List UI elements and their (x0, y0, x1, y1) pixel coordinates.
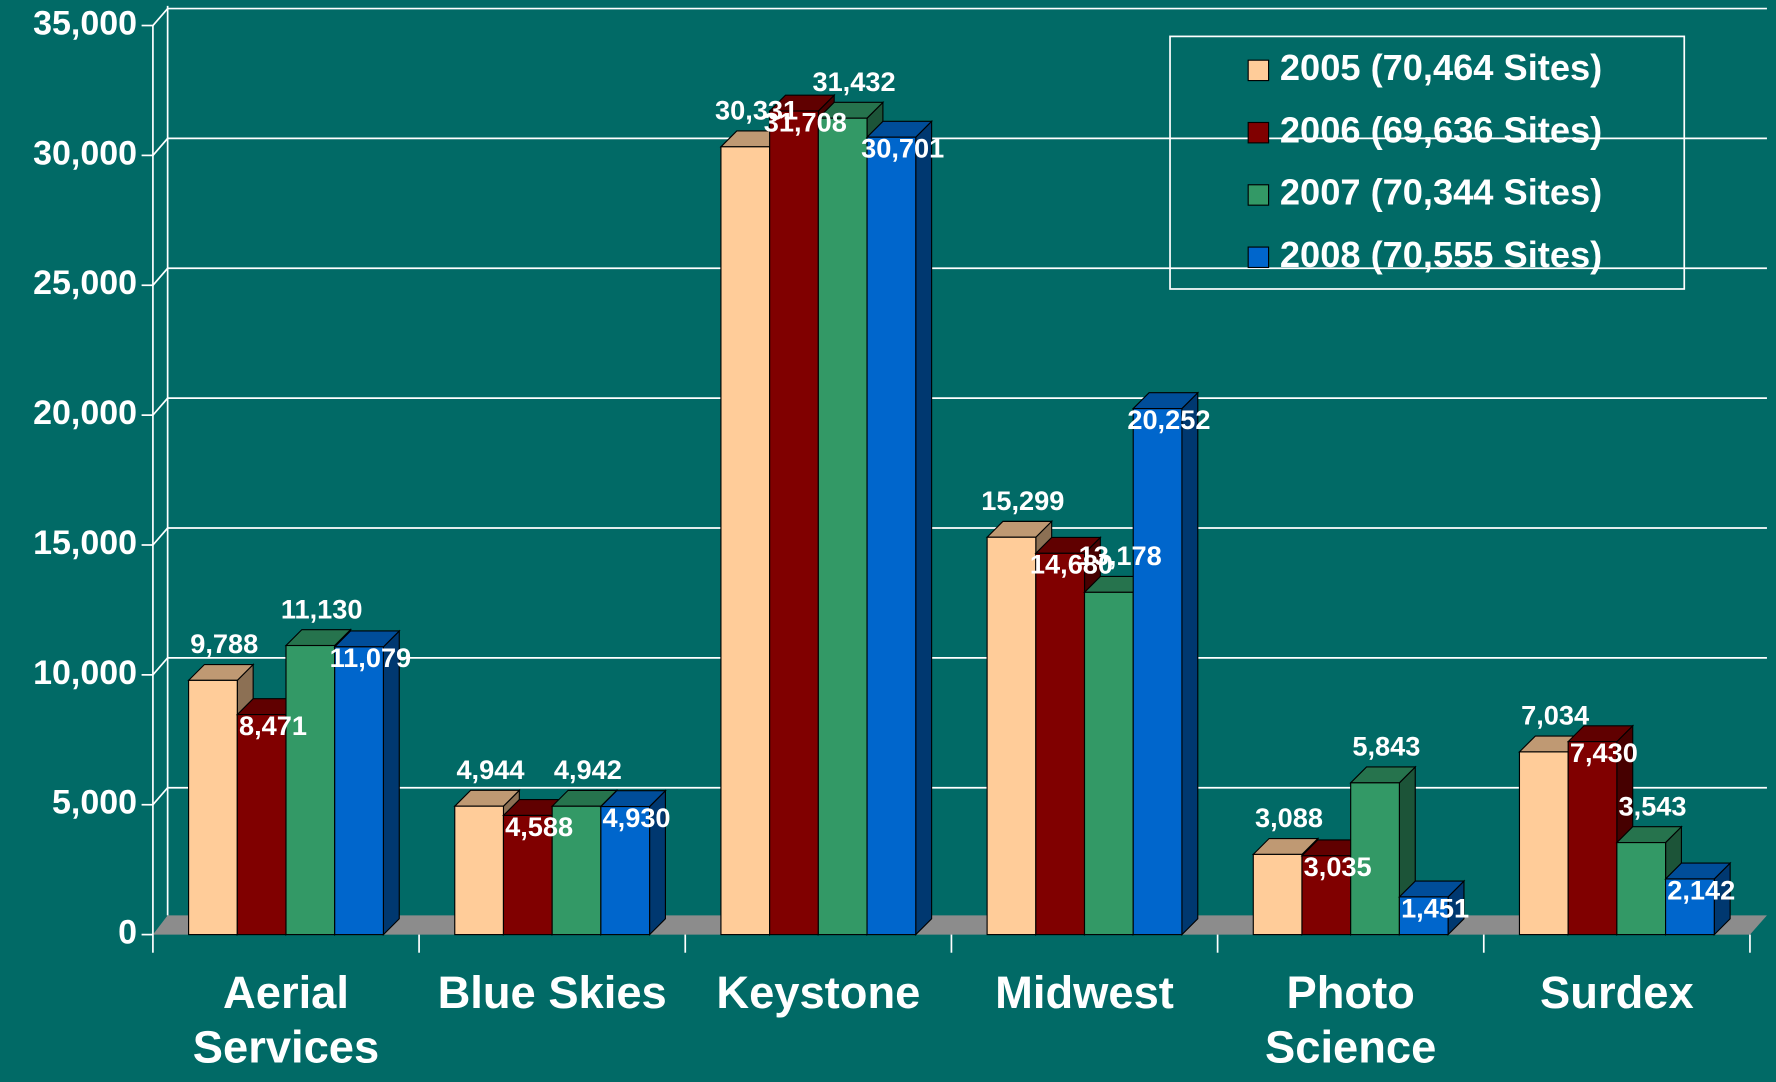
value-label: 3,543 (1619, 790, 1687, 821)
x-tick-label-box: Photo Science (1265, 968, 1437, 1073)
legend-swatch (1247, 121, 1270, 144)
bar (817, 117, 868, 936)
value-label: 11,130 (281, 593, 363, 624)
value-label: 4,944 (456, 754, 524, 785)
y-tick-label: 35,000 (33, 4, 137, 42)
y-tick-label: 10,000 (33, 654, 137, 692)
bar (866, 136, 917, 936)
value-label: 31,708 (764, 106, 847, 137)
x-tick-label: Keystone (716, 968, 921, 1019)
bar-side (915, 119, 933, 936)
x-tick-label-box: Surdex (1540, 968, 1694, 1019)
value-label: 30,701 (861, 133, 944, 164)
bar (1132, 408, 1183, 936)
value-label: 4,588 (505, 811, 573, 842)
x-tick-label-box: Midwest (995, 968, 1174, 1019)
bar (1035, 552, 1086, 936)
bar (551, 805, 602, 936)
value-label: 1,451 (1401, 892, 1469, 923)
y-tick-label: 15,000 (33, 524, 137, 562)
bar (1301, 855, 1352, 936)
legend-swatch (1247, 59, 1270, 82)
value-label: 13,178 (1079, 540, 1162, 571)
bar (1252, 853, 1303, 936)
x-tick-label: Aerial Services (192, 968, 380, 1073)
bar (1518, 751, 1569, 936)
value-label: 3,088 (1255, 802, 1323, 833)
x-tick-label-box: Keystone (716, 968, 921, 1019)
bar (986, 536, 1037, 936)
bar-side (382, 629, 400, 936)
value-label: 2,142 (1667, 874, 1735, 905)
legend-label: 2005 (70,464 Sites) (1280, 47, 1602, 88)
y-tick-label: 30,000 (33, 134, 137, 172)
y-tick-label: 0 (118, 914, 137, 952)
x-tick-label: Blue Skies (437, 968, 667, 1019)
grid-line (152, 527, 1767, 546)
bar (236, 714, 287, 936)
value-label: 11,079 (330, 642, 412, 673)
bar (454, 805, 505, 936)
bar-side (1181, 391, 1199, 936)
value-label: 3,035 (1304, 851, 1372, 882)
bar (285, 644, 336, 936)
value-label: 31,432 (812, 66, 895, 97)
bar (1350, 782, 1400, 936)
bar (188, 679, 238, 936)
legend-label: 2008 (70,555 Sites) (1280, 234, 1602, 275)
value-label: 7,430 (1570, 737, 1638, 768)
bar (1083, 591, 1134, 936)
x-tick-label: Surdex (1540, 968, 1694, 1019)
y-tick-label: 20,000 (33, 394, 137, 432)
bar (1398, 896, 1449, 936)
value-label: 14,680 (1030, 549, 1113, 580)
value-label: 9,788 (190, 628, 258, 659)
legend-label: 2007 (70,344 Sites) (1280, 172, 1602, 213)
value-label: 5,843 (1352, 731, 1420, 762)
grid-line (152, 397, 1767, 416)
bar (720, 146, 771, 936)
grid-line (152, 7, 1767, 27)
legend-box (1169, 35, 1686, 290)
bar (1567, 741, 1618, 936)
value-label: 8,471 (239, 710, 307, 741)
x-tick-label: Midwest (995, 968, 1174, 1019)
x-tick-label-box: Aerial Services (192, 968, 380, 1073)
bar (769, 110, 819, 936)
legend-label: 2006 (69,636 Sites) (1280, 109, 1602, 150)
value-label: 30,331 (715, 95, 798, 126)
value-label: 7,034 (1521, 700, 1589, 731)
x-tick-label-box: Blue Skies (437, 968, 667, 1019)
legend-swatch (1247, 184, 1270, 206)
value-label: 20,252 (1127, 404, 1210, 435)
bar (600, 805, 651, 936)
bar (334, 646, 384, 936)
value-label: 15,299 (981, 485, 1064, 516)
legend-swatch (1247, 246, 1270, 269)
value-label: 4,930 (603, 802, 671, 833)
bar (1665, 878, 1715, 936)
x-tick-label: Photo Science (1265, 968, 1437, 1073)
y-tick-label: 5,000 (52, 784, 137, 822)
y-tick-label: 25,000 (33, 264, 137, 302)
bar (502, 814, 553, 936)
value-label: 4,942 (554, 754, 622, 785)
bar (1616, 842, 1667, 936)
